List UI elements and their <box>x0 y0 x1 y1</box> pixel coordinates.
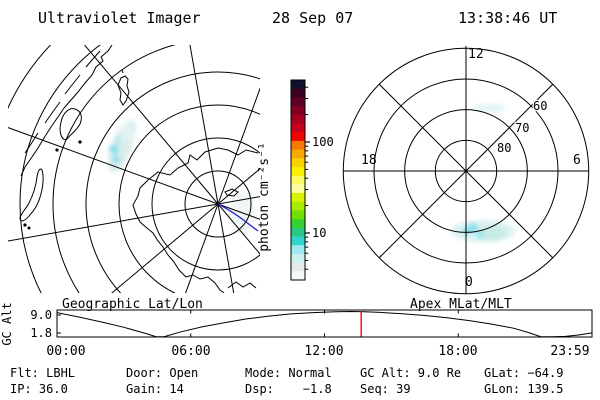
gc-alt-axis-label: GC Alt <box>0 302 14 345</box>
status-door: Door: Open <box>126 366 199 380</box>
xtick-1800: 18:00 <box>438 344 477 359</box>
mlt-label-12: 12 <box>468 47 484 62</box>
colorbar-ticks <box>305 86 310 270</box>
time-label: 13:38:46 UT <box>458 9 558 27</box>
coast-antarctica <box>132 147 259 293</box>
aurora-patch-apex <box>451 103 515 242</box>
colorbar-tick-10: 10 <box>312 226 326 240</box>
ytick-1_8: 1.8 <box>30 326 52 340</box>
small-island-dot <box>23 223 27 227</box>
coast-tasmania <box>117 68 130 106</box>
mlat-ring-label-60: 60 <box>533 99 547 113</box>
xtick-0000: 00:00 <box>46 344 85 359</box>
mlat-ring-label-80: 80 <box>497 141 511 155</box>
small-island-dot <box>78 140 82 144</box>
colorbar-panel: 100 10 photon cm⁻²s⁻¹ <box>257 79 334 281</box>
timeline-frame <box>56 309 593 338</box>
mlt-label-18: 18 <box>361 153 377 168</box>
coast-near-pole-islet <box>224 188 239 197</box>
status-gcalt: GC Alt: 9.0 Re <box>360 366 462 380</box>
apex-polar-panel: 12 18 6 0 80 70 60 <box>342 46 590 295</box>
coastlines <box>19 45 259 293</box>
latlon-grid <box>8 45 260 293</box>
xtick-0600: 06:00 <box>171 344 210 359</box>
coast-nz-south-island <box>19 168 44 222</box>
coast-nz-north-island <box>59 108 82 141</box>
date-label: 28 Sep 07 <box>272 9 354 27</box>
mlat-ring-label-70: 70 <box>515 121 529 135</box>
xtick-1200: 12:00 <box>304 344 343 359</box>
coast-australia-offshore <box>24 50 101 154</box>
satellite-track <box>217 203 259 232</box>
xtick-2359: 23:59 <box>550 344 589 359</box>
status-dsp: Dsp: −1.8 <box>245 382 332 396</box>
status-glon: GLon: 139.5 <box>484 382 564 396</box>
timeline-panel: Geographic Lat/Lon Apex MLat/MLT GC Alt … <box>0 298 593 359</box>
instrument-title: Ultraviolet Imager <box>38 9 201 27</box>
colorbar-units-label: photon cm⁻²s⁻¹ <box>257 142 272 252</box>
colorbar-tick-100: 100 <box>312 135 334 149</box>
status-flt: Flt: LBHL <box>10 366 76 380</box>
aurora-patch-geo <box>108 119 254 235</box>
small-island-dot <box>27 226 31 230</box>
caption-apex: Apex MLat/MLT <box>410 298 512 312</box>
mlat-mlt-grid <box>342 46 590 295</box>
mlt-label-6: 6 <box>573 153 581 168</box>
status-mode: Mode: Normal <box>245 366 332 380</box>
ytick-9: 9.0 <box>30 308 52 322</box>
coast-antarctica-2 <box>227 281 257 289</box>
status-seq: Seq: 39 <box>360 382 411 396</box>
status-glat: GLat: −64.9 <box>484 366 564 380</box>
mlt-label-0: 0 <box>465 275 473 290</box>
status-gain: Gain: 14 <box>126 382 184 396</box>
geographic-map-panel <box>8 45 260 293</box>
status-ip: IP: 36.0 <box>10 382 68 396</box>
coast-australia <box>20 45 113 177</box>
caption-geographic: Geographic Lat/Lon <box>62 298 203 312</box>
orbit-altitude-curve <box>56 310 593 338</box>
small-island-dot <box>55 148 59 152</box>
colorbar <box>290 79 306 281</box>
